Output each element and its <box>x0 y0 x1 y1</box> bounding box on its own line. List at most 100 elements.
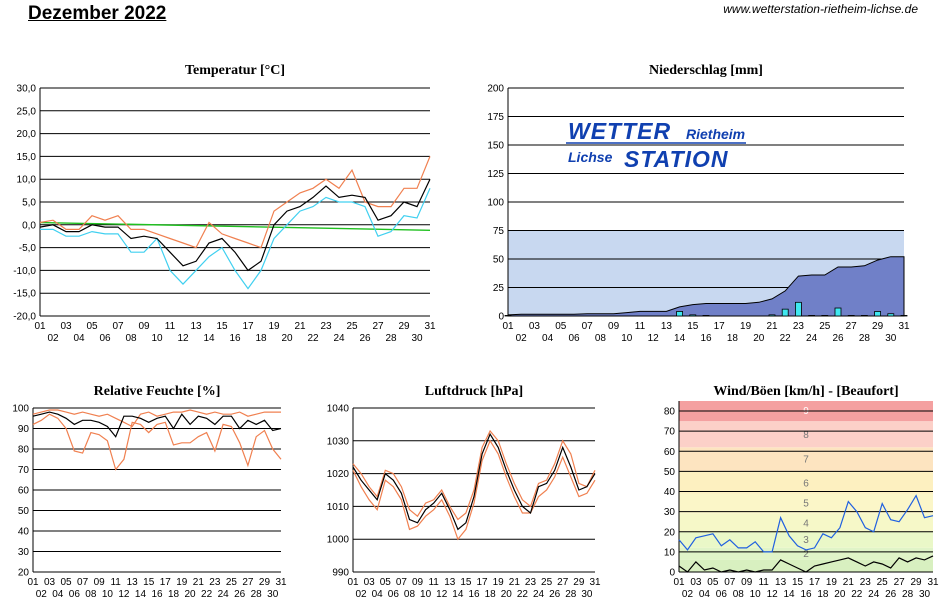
site-url[interactable]: www.wetterstation-rietheim-lichse.de <box>723 2 918 16</box>
x-tick-label: 29 <box>573 577 585 588</box>
x-tick-label: 02 <box>356 589 368 600</box>
x-tick-label: 18 <box>168 589 180 600</box>
x-tick-label: 17 <box>809 577 821 588</box>
chart-title: Relative Feuchte [%] <box>94 384 221 399</box>
series-min-pressure <box>352 439 596 541</box>
x-tick-label: 01 <box>347 577 359 588</box>
x-tick-label: 05 <box>707 577 719 588</box>
y-tick-label: 125 <box>487 169 504 180</box>
x-tick-label: 30 <box>581 589 593 600</box>
x-tick-label: 09 <box>741 577 753 588</box>
x-tick-label: 30 <box>411 333 423 344</box>
x-tick-label: 03 <box>690 577 702 588</box>
beaufort-label: 3 <box>803 535 809 546</box>
daily-precip-bar <box>794 301 802 317</box>
daily-precip-bar <box>689 314 697 317</box>
x-tick-label: 28 <box>565 589 577 600</box>
beaufort-label: 8 <box>803 430 809 441</box>
station-logo: WETTER Rietheim Lichse STATION <box>566 118 746 172</box>
logo-word-lichse: Lichse <box>568 149 613 165</box>
y-tick-label: 100 <box>12 404 29 415</box>
x-tick-label: 10 <box>151 333 163 344</box>
x-tick-label: 27 <box>372 321 384 332</box>
series-avg-humidity <box>32 411 282 438</box>
y-tick-label: 200 <box>487 84 504 95</box>
x-tick-label: 13 <box>190 321 202 332</box>
x-tick-label: 13 <box>661 321 673 332</box>
x-tick-label: 31 <box>424 321 436 332</box>
x-tick-label: 12 <box>118 589 130 600</box>
x-tick-label: 23 <box>320 321 332 332</box>
y-tick-label: -15,0 <box>13 289 36 300</box>
x-tick-label: 06 <box>69 589 81 600</box>
x-tick-label: 22 <box>307 333 319 344</box>
temperature-chart: Temperatur [°C] 30,0 25,0 20,0 15,0 10,0 5,0 0,… <box>13 63 436 344</box>
x-tick-label: 15 <box>143 577 155 588</box>
x-tick-label: 05 <box>555 321 567 332</box>
y-tick-label: 1010 <box>327 502 350 513</box>
x-tick-label: 19 <box>740 321 752 332</box>
beaufort-band <box>679 531 933 548</box>
x-tick-label: 12 <box>767 589 779 600</box>
x-tick-label: 19 <box>268 321 280 332</box>
series-avg-pressure <box>352 432 596 531</box>
x-tick-label: 07 <box>396 577 408 588</box>
x-tick-label: 18 <box>817 589 829 600</box>
daily-precip-bar <box>808 315 816 317</box>
x-tick-label: 18 <box>485 589 497 600</box>
beaufort-band <box>679 493 933 514</box>
x-tick-label: 26 <box>885 589 897 600</box>
x-tick-label: 27 <box>894 577 906 588</box>
x-tick-label: 26 <box>359 333 371 344</box>
logo-word-rietheim: Rietheim <box>686 126 745 142</box>
x-tick-label: 27 <box>242 577 254 588</box>
y-tick-label: 70 <box>664 427 676 438</box>
chart-title: Temperatur [°C] <box>185 63 285 78</box>
beaufort-band <box>679 421 933 448</box>
x-tick-label: 11 <box>758 577 769 588</box>
y-tick-label: 1040 <box>327 404 350 415</box>
x-tick-label: 19 <box>826 577 838 588</box>
x-tick-label: 02 <box>682 589 694 600</box>
x-tick-label: 16 <box>468 589 480 600</box>
x-tick-label: 01 <box>502 321 514 332</box>
y-tick-label: 30 <box>18 547 30 558</box>
x-tick-label: 21 <box>294 321 306 332</box>
x-tick-label: 24 <box>218 589 230 600</box>
x-tick-label: 08 <box>85 589 97 600</box>
series-wind <box>678 555 934 573</box>
x-tick-label: 15 <box>792 577 804 588</box>
x-tick-label: 04 <box>73 333 85 344</box>
x-tick-label: 23 <box>209 577 221 588</box>
x-tick-label: 04 <box>699 589 711 600</box>
x-tick-label: 20 <box>281 333 293 344</box>
x-tick-label: 10 <box>420 589 432 600</box>
y-tick-label: -10,0 <box>13 266 36 277</box>
daily-precip-bar <box>781 308 789 317</box>
x-tick-label: 12 <box>436 589 448 600</box>
y-tick-label: 10 <box>664 547 676 558</box>
x-tick-label: 15 <box>216 321 228 332</box>
x-tick-label: 13 <box>775 577 787 588</box>
y-tick-label: 90 <box>18 424 30 435</box>
y-tick-label: 20 <box>18 568 30 579</box>
x-tick-label: 28 <box>385 333 397 344</box>
series-max-temperature <box>39 156 431 249</box>
y-tick-label: 1030 <box>327 436 350 447</box>
x-tick-label: 07 <box>112 321 124 332</box>
x-tick-label: 12 <box>177 333 189 344</box>
x-tick-label: 04 <box>372 589 384 600</box>
x-tick-label: 03 <box>529 321 541 332</box>
series-avg-temperature <box>39 178 431 272</box>
x-tick-label: 15 <box>687 321 699 332</box>
y-tick-label: 10,0 <box>17 175 37 186</box>
x-tick-label: 29 <box>398 321 410 332</box>
y-tick-label: -5,0 <box>19 243 37 254</box>
x-tick-label: 08 <box>595 333 607 344</box>
x-tick-label: 24 <box>806 333 818 344</box>
x-tick-label: 24 <box>533 589 545 600</box>
page-title: Dezember 2022 <box>28 3 167 24</box>
chart-title: Luftdruck [hPa] <box>425 384 523 399</box>
series-min-temperature <box>40 188 431 290</box>
y-tick-label: 0,0 <box>22 220 36 231</box>
